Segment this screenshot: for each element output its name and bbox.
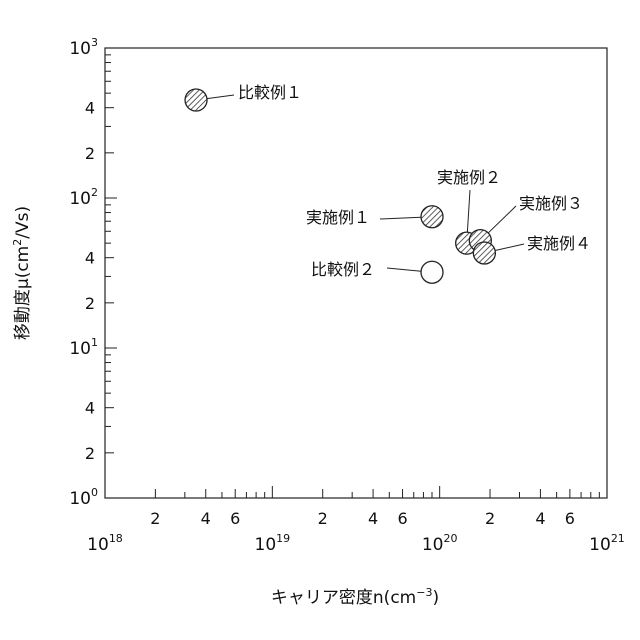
leader-line xyxy=(380,217,421,219)
point-label: 比較例２ xyxy=(311,260,375,279)
leader-line xyxy=(387,268,421,271)
y-major-tick-label: 102 xyxy=(69,186,98,209)
x-minor-tick-label: 6 xyxy=(230,509,240,528)
y-minor-tick-label: 2 xyxy=(85,294,95,313)
x-minor-tick-label: 4 xyxy=(368,509,378,528)
x-major-tick-label: 1019 xyxy=(255,532,291,555)
data-point xyxy=(421,261,443,283)
tick-labels: 2462462461018101910201021242424100101102… xyxy=(69,36,624,555)
x-axis-title-sup: −3 xyxy=(416,586,432,599)
y-major-tick-label: 103 xyxy=(69,36,98,59)
x-minor-tick-label: 6 xyxy=(397,509,407,528)
point-label: 実施例４ xyxy=(527,234,591,253)
x-major-tick-label: 1020 xyxy=(422,532,458,555)
x-minor-tick-label: 2 xyxy=(485,509,495,528)
x-minor-tick-label: 6 xyxy=(565,509,575,528)
y-major-tick-label: 101 xyxy=(69,336,98,359)
point-label: 比較例１ xyxy=(238,83,302,102)
y-axis-title: 移動度μ(cm2/Vs) xyxy=(11,206,33,340)
y-major-tick-label: 100 xyxy=(69,486,98,509)
x-minor-tick-label: 4 xyxy=(535,509,545,528)
y-minor-tick-label: 4 xyxy=(85,399,95,418)
y-minor-tick-label: 4 xyxy=(85,99,95,118)
y-axis-title-text: 移動度μ(cm xyxy=(13,246,33,340)
data-point xyxy=(473,242,495,264)
leader-line xyxy=(488,206,516,233)
point-label: 実施例２ xyxy=(437,168,501,187)
point-label: 実施例１ xyxy=(306,208,370,227)
data-point xyxy=(185,89,207,111)
x-axis-title: キャリア密度n(cm−3) xyxy=(271,586,439,608)
x-minor-tick-label: 2 xyxy=(318,509,328,528)
point-label: 実施例３ xyxy=(519,194,583,213)
y-axis-title-sup: 2 xyxy=(11,239,24,246)
x-axis-title-text: キャリア密度n(cm xyxy=(271,588,416,608)
x-minor-tick-label: 2 xyxy=(150,509,160,528)
y-axis-title-close: /Vs) xyxy=(13,206,33,239)
y-minor-tick-label: 2 xyxy=(85,144,95,163)
y-minor-tick-label: 2 xyxy=(85,444,95,463)
data-point xyxy=(421,206,443,228)
x-major-tick-label: 1021 xyxy=(589,532,625,555)
x-axis-title-close: ) xyxy=(432,588,439,608)
x-minor-tick-label: 4 xyxy=(201,509,211,528)
leader-line xyxy=(467,190,470,232)
y-minor-tick-label: 4 xyxy=(85,249,95,268)
x-major-tick-label: 1018 xyxy=(87,532,123,555)
point-labels: 比較例１ 実施例１ 実施例２ 実施例３ 実施例４ 比較例２ xyxy=(238,83,591,279)
leader-line xyxy=(207,95,234,99)
leader-line xyxy=(495,244,524,251)
